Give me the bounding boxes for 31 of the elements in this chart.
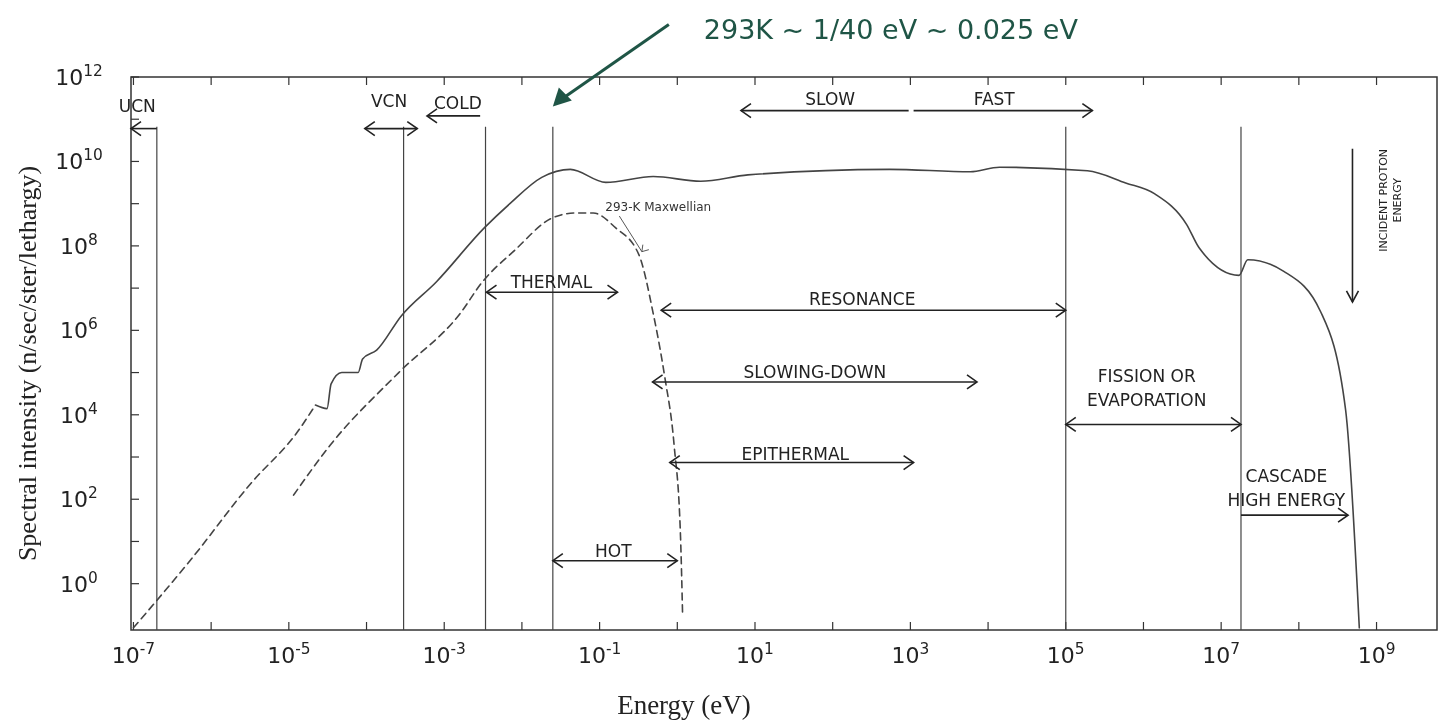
x-tick-label: 10$^{-5}$ [267,640,311,668]
annotation: SLOWING-DOWN [743,362,887,383]
annotation: EPITHERMAL [741,444,850,465]
annotation: CASCADE HIGH ENERGY [1227,466,1346,511]
x-tick-label: 10$^{-7}$ [111,640,156,668]
y-tick-label: 10$^{10}$ [55,146,103,175]
x-tick-label: 10$^{-3}$ [422,640,466,668]
x-axis-title: Energy (eV) [617,690,751,720]
x-tick-label: 10$^{5}$ [1046,640,1085,668]
annotation: FAST [973,88,1016,109]
y-tick-label: 10$^{2}$ [60,484,98,513]
annotation: INCIDENT PROTON ENERGY [1376,148,1404,252]
y-tick-label: 10$^{4}$ [60,399,98,428]
annotation: SLOW [805,88,856,109]
x-tick-label: 10$^{3}$ [891,640,930,668]
annotation: HOT [595,540,633,561]
x-tick-label: 10$^{-1}$ [577,640,622,668]
annotation: FISSION OR EVAPORATION [1086,366,1207,411]
y-axis-title: Spectral intensity (n/sec/ster/lethargy) [13,165,42,562]
series-label: 293-K Maxwellian [605,200,712,215]
y-tick-label: 10$^{6}$ [60,315,98,344]
annotation: RESONANCE [809,288,916,309]
y-tick-label: 10$^{8}$ [60,230,98,259]
y-tick-label: 10$^{0}$ [60,568,98,597]
x-tick-label: 10$^{1}$ [736,640,774,668]
y-tick-label: 10$^{12}$ [55,62,103,90]
annotation: VCN [370,91,408,112]
x-tick-label: 10$^{9}$ [1357,640,1396,668]
x-tick-label: 10$^{7}$ [1202,640,1241,668]
annotation: COLD [434,93,482,114]
text: 293K ~ 1/40 eV ~ 0.025 eV [703,13,1079,45]
